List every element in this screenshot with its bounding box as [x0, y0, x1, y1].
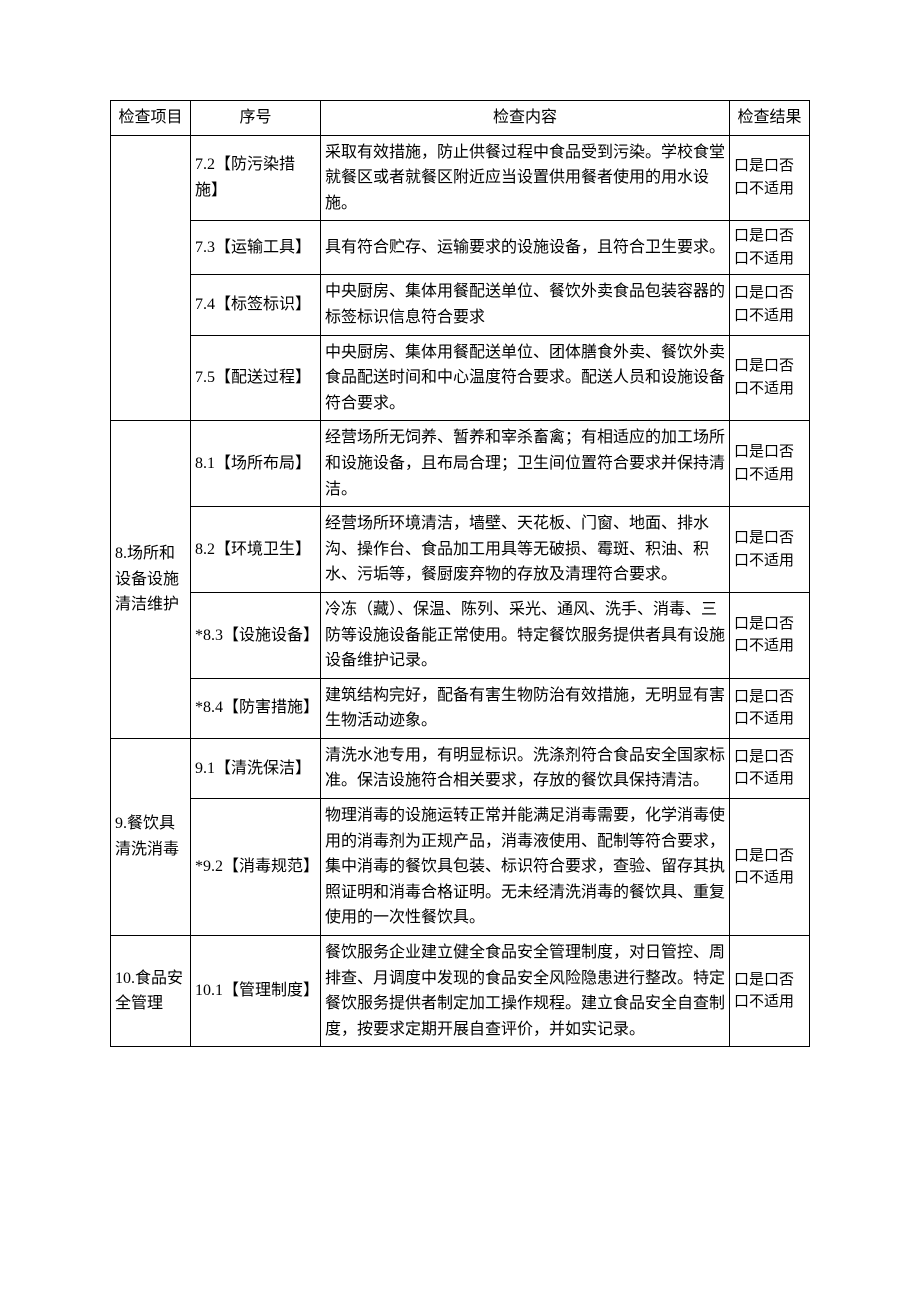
result-cell: 口是口否口不适用 — [730, 678, 810, 738]
content-cell: 经营场所环境清洁，墙壁、天花板、门窗、地面、排水沟、操作台、食品加工用具等无破损… — [321, 507, 730, 593]
sequence-cell: 8.2【环境卫生】 — [191, 507, 321, 593]
category-cell-blank — [111, 135, 191, 421]
content-cell: 经营场所无饲养、暂养和宰杀畜禽；有相适应的加工场所和设施设备，且布局合理；卫生间… — [321, 421, 730, 507]
sequence-cell: *9.2【消毒规范】 — [191, 799, 321, 936]
sequence-cell: *8.3【设施设备】 — [191, 592, 321, 678]
category-cell-8: 8.场所和设备设施清洁维护 — [111, 421, 191, 739]
sequence-cell: 7.2【防污染措施】 — [191, 135, 321, 221]
table-row: 8.场所和设备设施清洁维护 8.1【场所布局】 经营场所无饲养、暂养和宰杀畜禽；… — [111, 421, 810, 507]
table-row: 7.3【运输工具】 具有符合贮存、运输要求的设施设备，且符合卫生要求。 口是口否… — [111, 221, 810, 275]
category-cell-9: 9.餐饮具清洗消毒 — [111, 738, 191, 935]
sequence-cell: 7.3【运输工具】 — [191, 221, 321, 275]
header-row: 检查项目 序号 检查内容 检查结果 — [111, 101, 810, 136]
table-row: *9.2【消毒规范】 物理消毒的设施运转正常并能满足消毒需要，化学消毒使用的消毒… — [111, 799, 810, 936]
content-cell: 建筑结构完好，配备有害生物防治有效措施，无明显有害生物活动迹象。 — [321, 678, 730, 738]
header-content: 检查内容 — [321, 101, 730, 136]
sequence-cell: 7.5【配送过程】 — [191, 335, 321, 421]
result-cell: 口是口否口不适用 — [730, 507, 810, 593]
table-row: 7.4【标签标识】 中央厨房、集体用餐配送单位、餐饮外卖食品包装容器的标签标识信… — [111, 275, 810, 335]
content-cell: 清洗水池专用，有明显标识。洗涤剂符合食品安全国家标准。保洁设施符合相关要求，存放… — [321, 738, 730, 798]
result-cell: 口是口否口不适用 — [730, 936, 810, 1047]
category-cell-10: 10.食品安全管理 — [111, 936, 191, 1047]
table-row: 8.2【环境卫生】 经营场所环境清洁，墙壁、天花板、门窗、地面、排水沟、操作台、… — [111, 507, 810, 593]
table-row: *8.4【防害措施】 建筑结构完好，配备有害生物防治有效措施，无明显有害生物活动… — [111, 678, 810, 738]
sequence-cell: *8.4【防害措施】 — [191, 678, 321, 738]
result-cell: 口是口否口不适用 — [730, 275, 810, 335]
content-cell: 采取有效措施，防止供餐过程中食品受到污染。学校食堂就餐区或者就餐区附近应当设置供… — [321, 135, 730, 221]
content-cell: 中央厨房、集体用餐配送单位、餐饮外卖食品包装容器的标签标识信息符合要求 — [321, 275, 730, 335]
table-row: 7.2【防污染措施】 采取有效措施，防止供餐过程中食品受到污染。学校食堂就餐区或… — [111, 135, 810, 221]
content-cell: 具有符合贮存、运输要求的设施设备，且符合卫生要求。 — [321, 221, 730, 275]
result-cell: 口是口否口不适用 — [730, 738, 810, 798]
table-row: *8.3【设施设备】 冷冻（藏）、保温、陈列、采光、通风、洗手、消毒、三防等设施… — [111, 592, 810, 678]
result-cell: 口是口否口不适用 — [730, 335, 810, 421]
header-sequence: 序号 — [191, 101, 321, 136]
table-row: 10.食品安全管理 10.1【管理制度】 餐饮服务企业建立健全食品安全管理制度，… — [111, 936, 810, 1047]
table-row: 7.5【配送过程】 中央厨房、集体用餐配送单位、团体膳食外卖、餐饮外卖食品配送时… — [111, 335, 810, 421]
sequence-cell: 7.4【标签标识】 — [191, 275, 321, 335]
header-result: 检查结果 — [730, 101, 810, 136]
result-cell: 口是口否口不适用 — [730, 592, 810, 678]
sequence-cell: 8.1【场所布局】 — [191, 421, 321, 507]
content-cell: 物理消毒的设施运转正常并能满足消毒需要，化学消毒使用的消毒剂为正规产品，消毒液使… — [321, 799, 730, 936]
sequence-cell: 9.1【清洗保洁】 — [191, 738, 321, 798]
content-cell: 中央厨房、集体用餐配送单位、团体膳食外卖、餐饮外卖食品配送时间和中心温度符合要求… — [321, 335, 730, 421]
result-cell: 口是口否口不适用 — [730, 799, 810, 936]
header-category: 检查项目 — [111, 101, 191, 136]
content-cell: 餐饮服务企业建立健全食品安全管理制度，对日管控、周排查、月调度中发现的食品安全风… — [321, 936, 730, 1047]
sequence-cell: 10.1【管理制度】 — [191, 936, 321, 1047]
inspection-table: 检查项目 序号 检查内容 检查结果 7.2【防污染措施】 采取有效措施，防止供餐… — [110, 100, 810, 1047]
content-cell: 冷冻（藏）、保温、陈列、采光、通风、洗手、消毒、三防等设施设备能正常使用。特定餐… — [321, 592, 730, 678]
result-cell: 口是口否口不适用 — [730, 135, 810, 221]
table-row: 9.餐饮具清洗消毒 9.1【清洗保洁】 清洗水池专用，有明显标识。洗涤剂符合食品… — [111, 738, 810, 798]
result-cell: 口是口否口不适用 — [730, 221, 810, 275]
result-cell: 口是口否口不适用 — [730, 421, 810, 507]
